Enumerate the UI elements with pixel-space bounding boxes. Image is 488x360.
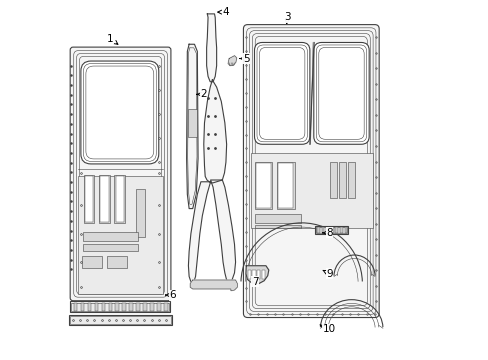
Bar (99, 175, 110, 223)
Polygon shape (245, 266, 268, 284)
Bar (69, 315, 172, 325)
Bar (335, 227, 338, 233)
Polygon shape (206, 14, 216, 82)
Polygon shape (227, 56, 236, 66)
Bar (102, 303, 105, 311)
Bar (107, 256, 126, 267)
Polygon shape (210, 180, 235, 282)
FancyBboxPatch shape (313, 42, 368, 144)
Bar (330, 227, 333, 233)
Bar (84, 176, 93, 222)
Bar (157, 303, 161, 311)
Bar (94, 303, 98, 311)
Polygon shape (203, 80, 226, 183)
Text: 2: 2 (196, 89, 206, 99)
Bar (344, 227, 346, 233)
Text: 6: 6 (165, 290, 175, 300)
Bar (254, 225, 300, 228)
Bar (150, 303, 154, 311)
Bar (115, 303, 119, 311)
Bar (114, 175, 125, 223)
Bar (82, 256, 102, 267)
Text: 10: 10 (319, 324, 335, 334)
Bar (339, 162, 345, 198)
Bar (252, 270, 255, 279)
Bar (325, 227, 328, 233)
Polygon shape (190, 280, 237, 291)
Bar (188, 109, 197, 137)
Bar (83, 244, 138, 251)
Bar (136, 303, 140, 311)
FancyBboxPatch shape (81, 61, 159, 164)
Bar (261, 270, 264, 279)
Bar (74, 303, 77, 311)
Bar (143, 303, 146, 311)
Bar (247, 270, 250, 279)
Bar (254, 162, 271, 208)
Bar (254, 214, 300, 223)
Text: 7: 7 (251, 277, 258, 287)
Bar (108, 303, 112, 311)
Bar (83, 232, 138, 241)
Bar (278, 163, 293, 207)
Bar (321, 227, 324, 233)
Bar (100, 176, 108, 222)
FancyBboxPatch shape (70, 47, 171, 301)
Text: 4: 4 (217, 7, 229, 17)
Bar (70, 301, 170, 312)
Bar (129, 303, 133, 311)
Text: 1: 1 (107, 34, 118, 44)
Bar (277, 162, 294, 208)
Bar (250, 153, 372, 228)
Bar (347, 162, 354, 198)
Text: 9: 9 (323, 269, 332, 279)
Bar (122, 303, 126, 311)
Polygon shape (188, 182, 210, 282)
Bar (329, 162, 336, 198)
Text: 8: 8 (322, 228, 332, 238)
Text: 5: 5 (239, 54, 249, 64)
Bar (70, 316, 171, 324)
Bar (87, 303, 91, 311)
Bar (136, 189, 145, 237)
Text: 3: 3 (284, 13, 290, 24)
Polygon shape (186, 44, 198, 208)
FancyBboxPatch shape (254, 42, 309, 144)
Bar (316, 227, 319, 233)
Bar (315, 226, 347, 234)
Bar (316, 227, 346, 233)
FancyBboxPatch shape (243, 24, 378, 318)
Bar (71, 302, 169, 311)
Bar (339, 227, 342, 233)
Bar (83, 175, 94, 223)
Bar (81, 303, 84, 311)
Bar (257, 270, 260, 279)
Bar (78, 176, 163, 294)
Bar (255, 163, 270, 207)
Bar (164, 303, 167, 311)
Bar (115, 176, 124, 222)
